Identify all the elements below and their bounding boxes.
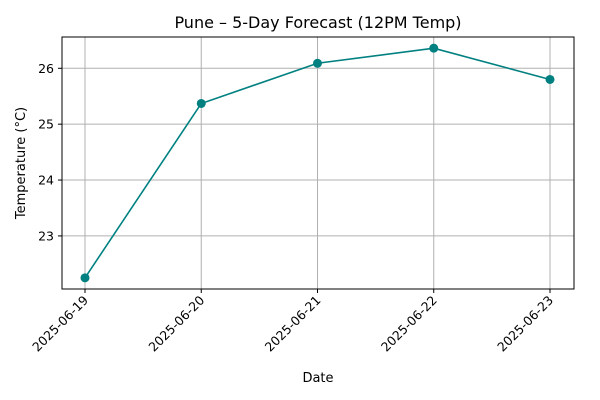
data-point bbox=[429, 43, 439, 53]
x-tick-label: 2025-06-23 bbox=[494, 293, 556, 355]
x-tick-label: 2025-06-20 bbox=[145, 292, 207, 354]
chart-title: Pune – 5-Day Forecast (12PM Temp) bbox=[174, 13, 461, 32]
y-axis-label: Temperature (°C) bbox=[14, 107, 29, 220]
series-markers bbox=[80, 43, 555, 283]
data-point bbox=[545, 74, 555, 84]
y-tick-label: 26 bbox=[38, 61, 54, 76]
y-tick-label: 25 bbox=[38, 117, 54, 132]
y-tick-label: 24 bbox=[38, 173, 54, 188]
data-point bbox=[196, 98, 206, 108]
data-point bbox=[80, 273, 90, 283]
x-axis-ticks: 2025-06-19 2025-06-20 2025-06-21 2025-06-22… bbox=[29, 289, 556, 354]
y-tick-label: 23 bbox=[38, 228, 54, 243]
grid-lines bbox=[62, 37, 574, 289]
x-tick-label: 2025-06-22 bbox=[378, 293, 440, 355]
y-axis-ticks: 23 24 25 26 bbox=[38, 61, 62, 243]
data-point bbox=[313, 58, 322, 68]
plot-frame bbox=[61, 36, 575, 290]
x-axis-label: Date bbox=[302, 371, 333, 386]
x-tick-label: 2025-06-21 bbox=[262, 293, 324, 355]
x-tick-label: 2025-06-19 bbox=[29, 292, 91, 354]
